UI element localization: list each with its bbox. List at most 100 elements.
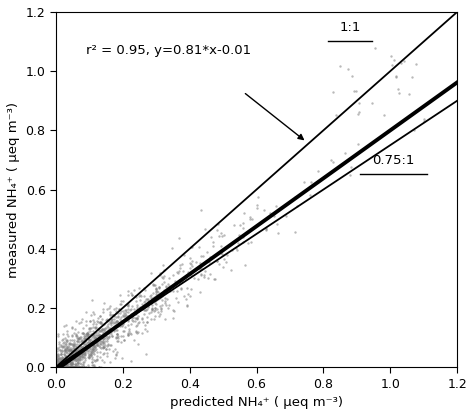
Point	[85, 352, 93, 358]
Point	[57, 359, 64, 365]
Point	[173, 288, 181, 295]
Point	[55, 362, 63, 369]
Point	[89, 354, 96, 360]
Point	[108, 333, 115, 339]
Point	[165, 302, 173, 308]
Point	[87, 353, 94, 360]
Point	[143, 295, 151, 302]
Point	[63, 336, 71, 343]
Point	[107, 311, 114, 317]
Point	[79, 364, 86, 370]
Point	[82, 357, 89, 364]
Point	[115, 312, 122, 319]
Point	[72, 357, 80, 364]
Point	[87, 330, 94, 337]
Point	[167, 282, 175, 289]
Point	[54, 364, 62, 370]
Point	[219, 232, 226, 239]
Point	[105, 305, 112, 311]
Point	[83, 332, 91, 339]
Point	[67, 360, 75, 367]
Point	[132, 314, 139, 321]
Point	[60, 364, 68, 370]
Point	[73, 357, 80, 364]
Point	[91, 344, 99, 350]
Point	[61, 364, 69, 370]
Point	[80, 331, 88, 337]
Point	[91, 330, 99, 337]
Point	[70, 346, 77, 352]
Point	[80, 364, 87, 370]
Point	[103, 306, 111, 313]
Point	[147, 300, 155, 307]
Point	[78, 364, 86, 370]
Point	[234, 240, 242, 246]
Point	[76, 346, 83, 353]
Point	[163, 295, 171, 302]
Point	[63, 364, 71, 370]
Point	[72, 352, 80, 359]
Point	[117, 308, 124, 314]
Point	[69, 350, 76, 357]
Point	[77, 338, 85, 344]
Point	[217, 229, 224, 236]
Point	[66, 359, 73, 365]
Point	[60, 342, 68, 349]
Point	[187, 255, 194, 262]
Point	[91, 338, 99, 345]
Point	[55, 364, 63, 370]
Point	[412, 61, 420, 68]
Point	[119, 321, 127, 327]
Point	[82, 338, 89, 344]
Point	[233, 244, 240, 251]
Point	[81, 345, 89, 352]
Point	[59, 356, 67, 362]
Point	[57, 354, 64, 361]
Point	[150, 307, 157, 314]
Point	[90, 345, 98, 352]
Point	[62, 344, 69, 351]
Point	[254, 202, 261, 208]
Point	[123, 314, 130, 321]
Point	[153, 285, 160, 292]
Point	[79, 362, 87, 368]
Point	[103, 318, 111, 324]
Point	[89, 320, 97, 327]
Point	[147, 269, 155, 276]
Point	[56, 360, 64, 367]
Point	[79, 324, 87, 331]
Point	[134, 329, 141, 336]
Point	[156, 270, 164, 277]
Point	[102, 333, 110, 339]
Point	[109, 316, 116, 323]
Point	[134, 328, 141, 335]
Point	[56, 364, 64, 370]
Point	[104, 338, 111, 344]
Point	[73, 347, 81, 354]
Point	[56, 358, 64, 365]
Point	[73, 337, 81, 344]
Point	[202, 258, 210, 265]
Point	[211, 275, 219, 282]
Point	[53, 356, 60, 362]
Point	[140, 292, 148, 299]
Point	[62, 337, 69, 344]
Point	[151, 300, 159, 306]
Point	[64, 357, 72, 363]
Point	[75, 339, 82, 345]
Point	[128, 313, 136, 319]
Point	[67, 349, 75, 356]
Point	[74, 353, 82, 360]
Point	[151, 298, 159, 305]
Point	[174, 299, 182, 306]
Point	[61, 364, 69, 370]
Point	[83, 331, 91, 337]
Point	[86, 317, 94, 324]
Point	[139, 302, 147, 309]
Point	[124, 300, 132, 307]
Point	[72, 356, 79, 363]
Point	[118, 317, 126, 324]
Point	[62, 362, 70, 369]
Point	[55, 360, 63, 366]
Point	[113, 331, 121, 337]
